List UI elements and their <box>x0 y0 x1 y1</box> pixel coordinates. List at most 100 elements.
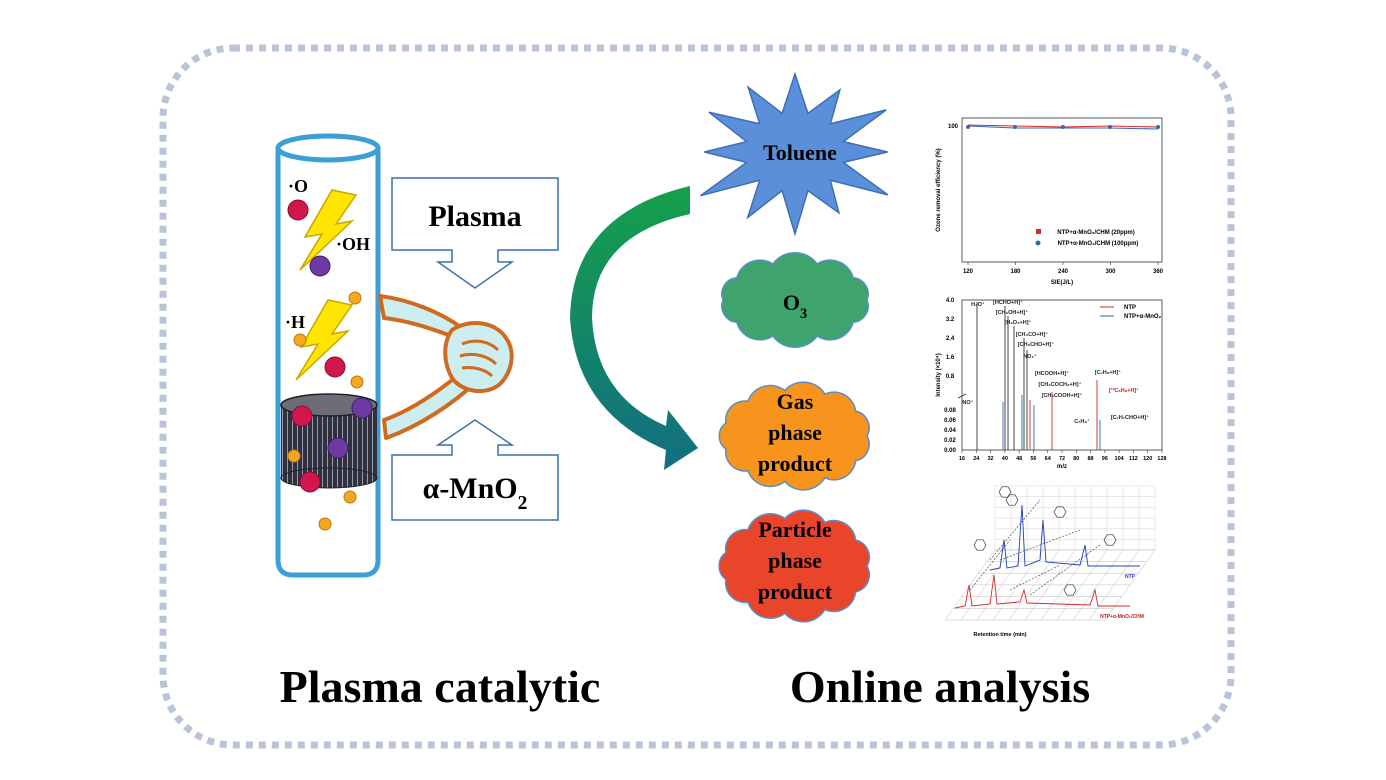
x-tick-label: 180 <box>1010 269 1021 275</box>
oxygen-radical <box>324 356 346 378</box>
gas-product-label: phase <box>768 420 822 445</box>
catalyst-label-main: α-MnO <box>423 472 518 505</box>
x-tick-label: 300 <box>1105 269 1116 275</box>
gc-structure-link <box>1029 544 1101 596</box>
gas-product-label: Gas <box>777 389 814 414</box>
molecule-ring <box>973 539 987 551</box>
peak-label: [H₂O₂+H]⁺ <box>1005 319 1032 326</box>
gc-structure-link <box>969 539 1011 591</box>
ozone-point <box>966 125 970 129</box>
ozone-point <box>1013 125 1017 129</box>
ozone-label: O3 <box>783 290 807 322</box>
molecule-ring <box>998 486 1012 498</box>
hydroxyl-radical <box>327 437 349 459</box>
gas-product-cloud <box>718 381 870 491</box>
oxygen-radical <box>299 471 321 493</box>
gc-trace-catalyst <box>954 574 1130 609</box>
x-tick-label: 120 <box>1143 456 1152 462</box>
peak-label: [HCHO+H]⁺ <box>993 299 1023 306</box>
molecule-ring <box>1053 506 1067 518</box>
x-tick-label: 360 <box>1153 269 1164 275</box>
y-tick-label: 2.4 <box>946 336 955 342</box>
catalyst-bottom <box>280 467 378 489</box>
particle-product-label: phase <box>768 548 822 573</box>
x-tick-label: 16 <box>959 456 965 462</box>
hands <box>443 321 514 394</box>
gc-structure-link <box>999 529 1081 561</box>
peak-label: [CH₃CHO+H]⁺ <box>1018 341 1055 348</box>
toluene-label: Toluene <box>763 140 837 165</box>
x-tick-label: 40 <box>1002 456 1008 462</box>
x-tick-label: 88 <box>1088 456 1094 462</box>
y-tick-label: 0.08 <box>944 408 956 414</box>
gc-structure-link <box>989 499 1041 561</box>
y-tick-label: 0.00 <box>944 448 956 454</box>
gc-structure-link <box>1009 564 1061 591</box>
x-axis-label: m/z <box>1057 464 1067 470</box>
catalyst-label-sub: 2 <box>518 493 528 514</box>
hydrogen-radical <box>287 449 301 463</box>
panel-title: Online analysis <box>790 661 1090 712</box>
peak-label: [CH₃CO+H]⁺ <box>1016 331 1049 338</box>
radical-label: ·H <box>285 312 305 332</box>
legend-label: NTP+α-MnO₂/CHM (100ppm) <box>1058 241 1139 247</box>
ozone-point <box>1108 125 1112 129</box>
plasma-callout <box>391 177 559 289</box>
molecule-ring <box>1103 534 1117 546</box>
process-arrow <box>570 186 698 470</box>
molecule-ring <box>1005 494 1019 506</box>
catalyst-label: α-MnO2 <box>423 472 528 514</box>
ozone-cloud <box>721 251 869 349</box>
hydrogen-radical <box>350 375 364 389</box>
particle-product-label: Particle <box>758 517 832 542</box>
hydrogen-radical <box>343 490 357 504</box>
x-tick-label: 72 <box>1059 456 1065 462</box>
legend-label: NTP+α-MnO₂ <box>1124 314 1162 320</box>
y-tick-label: 0.06 <box>944 418 956 424</box>
hydrogen-radical <box>293 333 307 347</box>
hydrogen-radical <box>318 517 332 531</box>
gc-grid <box>1104 549 1156 621</box>
particle-product-cloud <box>718 509 871 623</box>
x-tick-label: 128 <box>1157 456 1166 462</box>
ozone-label-main: O <box>783 290 800 315</box>
ozone-label-sub: 3 <box>800 306 807 322</box>
legend-swatch <box>1036 229 1041 234</box>
y-tick-label: 1.6 <box>946 355 955 361</box>
series-label: NTP+α-MnO₂/CHM <box>1100 614 1144 620</box>
peak-label: [HCOOH+H]⁺ <box>1035 370 1069 377</box>
x-tick-label: 64 <box>1045 456 1052 462</box>
toluene-star <box>699 71 889 237</box>
peak-label: [CH₃COOH+H]⁺ <box>1042 392 1083 399</box>
x-tick-label: 104 <box>1115 456 1125 462</box>
y-tick-label: 100 <box>948 124 959 130</box>
x-axis-label: SIE(J/L) <box>1051 280 1073 286</box>
peak-label: [CH₃COCH₃+H]⁺ <box>1039 381 1082 388</box>
x-tick-label: 120 <box>963 269 974 275</box>
dashed-frame <box>159 44 1235 749</box>
hydroxyl-radical <box>309 255 331 277</box>
peak-label: C₇H₈⁺ <box>1074 418 1090 425</box>
peak-label: NO⁺ <box>962 399 973 406</box>
ozone-point <box>1156 125 1160 129</box>
y-tick-label: 0.8 <box>946 374 955 380</box>
x-tick-label: 112 <box>1129 456 1138 462</box>
legend-label: NTP+α-MnO₂/CHM (20ppm) <box>1057 230 1135 236</box>
peak-label: NO₂⁺ <box>1023 353 1037 360</box>
hydrogen-radical <box>348 291 362 305</box>
radical-label: ·OH <box>336 234 370 254</box>
lightning-bolt <box>295 299 354 381</box>
y-tick-label: 4.0 <box>946 298 955 304</box>
y-tick-label: 0.04 <box>944 428 956 434</box>
ozone-point <box>1061 125 1065 129</box>
y-tick-label: 0.02 <box>944 438 956 444</box>
peak-label: [C₇H₈+H]⁺ <box>1095 369 1122 376</box>
x-tick-label: 32 <box>988 456 994 462</box>
reactor-top <box>275 133 381 163</box>
gas-product-label: product <box>758 451 833 476</box>
catalyst-callout <box>391 419 559 521</box>
x-tick-label: 80 <box>1073 456 1079 462</box>
x-axis-label: Retention time (min) <box>973 632 1026 638</box>
legend-swatch <box>1035 240 1041 246</box>
